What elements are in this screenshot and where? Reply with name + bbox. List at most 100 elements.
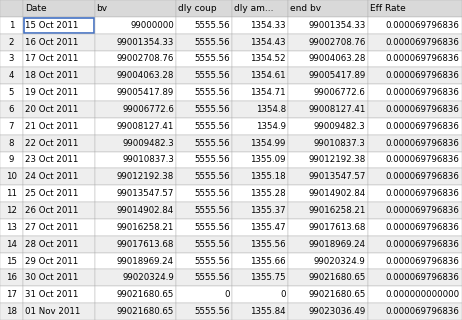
Bar	[95, 84, 176, 101]
Bar	[176, 68, 232, 84]
Text: 6: 6	[9, 105, 14, 114]
Text: 1: 1	[9, 21, 14, 30]
Text: 0: 0	[280, 290, 286, 299]
Text: 0.000069796836: 0.000069796836	[386, 38, 460, 47]
Text: 5555.56: 5555.56	[195, 223, 230, 232]
Text: 5555.56: 5555.56	[195, 71, 230, 80]
Text: 11: 11	[6, 189, 17, 198]
Bar	[176, 286, 232, 303]
Text: 1354.33: 1354.33	[250, 21, 286, 30]
Text: 5555.56: 5555.56	[195, 88, 230, 97]
Text: 99010837.3: 99010837.3	[314, 139, 366, 148]
Text: 99006772.6: 99006772.6	[122, 105, 174, 114]
Text: 19 Oct 2011: 19 Oct 2011	[25, 88, 79, 97]
Text: 01 Nov 2011: 01 Nov 2011	[25, 307, 81, 316]
Text: Date: Date	[25, 4, 47, 13]
Bar	[95, 269, 176, 286]
Text: 99018969.24: 99018969.24	[117, 257, 174, 266]
Bar	[232, 101, 288, 118]
Text: 27 Oct 2011: 27 Oct 2011	[25, 223, 79, 232]
Text: 18 Oct 2011: 18 Oct 2011	[25, 71, 79, 80]
Bar	[288, 168, 368, 185]
Text: 0.000069796836: 0.000069796836	[386, 273, 460, 282]
Text: 99014902.84: 99014902.84	[309, 189, 366, 198]
Text: 99017613.68: 99017613.68	[117, 240, 174, 249]
Text: 1355.18: 1355.18	[250, 172, 286, 181]
Text: 99012192.38: 99012192.38	[117, 172, 174, 181]
Bar	[232, 236, 288, 252]
Bar	[176, 236, 232, 252]
Text: 1354.43: 1354.43	[250, 38, 286, 47]
Text: 5555.56: 5555.56	[195, 189, 230, 198]
Text: 25 Oct 2011: 25 Oct 2011	[25, 189, 79, 198]
Text: 14: 14	[6, 240, 17, 249]
Text: 99002708.76: 99002708.76	[308, 38, 366, 47]
Text: 5555.56: 5555.56	[195, 206, 230, 215]
Text: 16 Oct 2011: 16 Oct 2011	[25, 38, 79, 47]
Bar	[95, 135, 176, 152]
Bar	[368, 168, 462, 185]
Text: dly coup: dly coup	[178, 4, 217, 13]
Bar	[23, 269, 95, 286]
Bar	[176, 185, 232, 202]
Text: Eff Rate: Eff Rate	[370, 4, 406, 13]
Text: 1354.8: 1354.8	[255, 105, 286, 114]
Bar	[23, 68, 95, 84]
Text: 15: 15	[6, 257, 17, 266]
Bar	[368, 135, 462, 152]
Bar	[95, 252, 176, 269]
Bar	[288, 303, 368, 320]
Bar	[0, 17, 23, 34]
Text: 21 Oct 2011: 21 Oct 2011	[25, 122, 79, 131]
Text: 99009482.3: 99009482.3	[122, 139, 174, 148]
Text: 99014902.84: 99014902.84	[117, 206, 174, 215]
Bar	[368, 185, 462, 202]
Bar	[232, 17, 288, 34]
Bar	[95, 236, 176, 252]
Text: 99016258.21: 99016258.21	[308, 206, 366, 215]
Text: 15 Oct 2011: 15 Oct 2011	[25, 21, 79, 30]
Text: 1354.9: 1354.9	[255, 122, 286, 131]
Text: 5555.56: 5555.56	[195, 307, 230, 316]
Text: 1355.75: 1355.75	[250, 273, 286, 282]
Text: 4: 4	[9, 71, 14, 80]
Bar	[368, 34, 462, 51]
Text: 5555.56: 5555.56	[195, 257, 230, 266]
Text: 7: 7	[9, 122, 14, 131]
Bar	[232, 118, 288, 135]
Bar	[0, 303, 23, 320]
Text: 1354.99: 1354.99	[250, 139, 286, 148]
Bar	[232, 303, 288, 320]
Bar	[232, 269, 288, 286]
Text: 1354.71: 1354.71	[250, 88, 286, 97]
Bar	[0, 252, 23, 269]
Bar	[176, 252, 232, 269]
Bar	[176, 202, 232, 219]
Bar	[368, 51, 462, 68]
Text: 0.000069796836: 0.000069796836	[386, 139, 460, 148]
Bar	[95, 185, 176, 202]
Text: 23 Oct 2011: 23 Oct 2011	[25, 156, 79, 164]
Bar	[23, 185, 95, 202]
Text: 99021680.65: 99021680.65	[308, 273, 366, 282]
Bar	[95, 34, 176, 51]
Bar	[176, 219, 232, 236]
Bar	[288, 17, 368, 34]
Bar	[288, 68, 368, 84]
Text: 1355.66: 1355.66	[250, 257, 286, 266]
Bar	[368, 118, 462, 135]
Text: 1355.47: 1355.47	[250, 223, 286, 232]
Bar	[95, 202, 176, 219]
Bar	[0, 84, 23, 101]
Bar	[232, 68, 288, 84]
Bar	[232, 219, 288, 236]
Bar	[0, 219, 23, 236]
Bar	[0, 269, 23, 286]
Bar	[24, 18, 94, 33]
Bar	[288, 219, 368, 236]
Bar	[23, 303, 95, 320]
Text: 5555.56: 5555.56	[195, 156, 230, 164]
Bar	[95, 68, 176, 84]
Text: 5555.56: 5555.56	[195, 54, 230, 63]
Bar	[23, 101, 95, 118]
